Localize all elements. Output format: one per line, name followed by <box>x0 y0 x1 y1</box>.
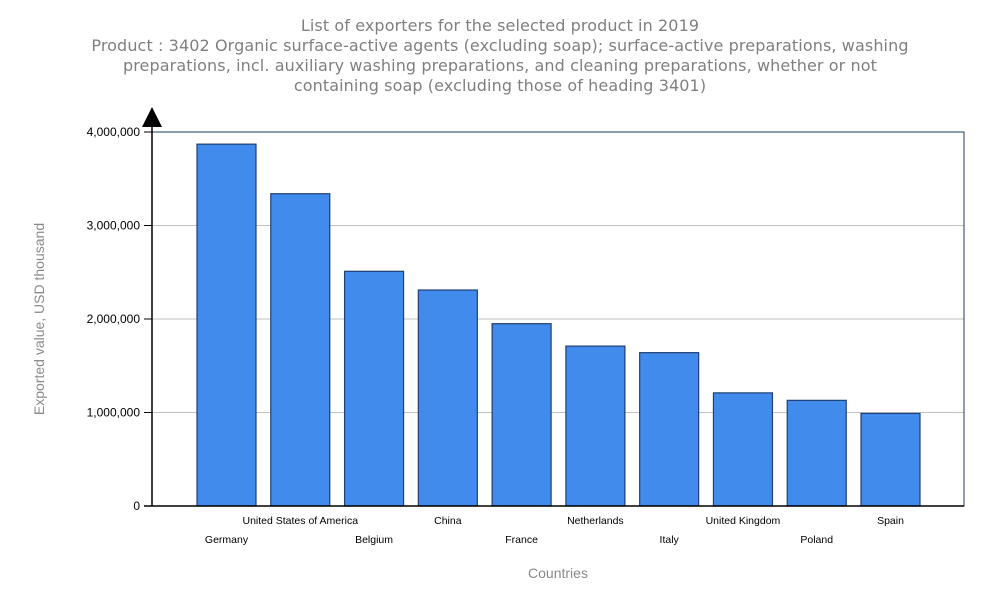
x-tick-label: United Kingdom <box>706 515 781 527</box>
bar-china[interactable] <box>417 289 478 507</box>
x-tick-label: China <box>434 515 462 527</box>
bar-united-states-of-america[interactable] <box>270 193 331 507</box>
bar-italy[interactable] <box>639 352 700 507</box>
y-ticks: 0 1,000,000 2,000,000 3,000,000 4,000,000 <box>87 125 152 513</box>
bar-germany[interactable] <box>196 143 257 507</box>
bar-united-kingdom[interactable] <box>712 392 774 507</box>
x-tick-label: Netherlands <box>567 515 624 527</box>
x-tick-label: France <box>505 534 538 546</box>
x-tick-label: Poland <box>800 534 833 546</box>
y-tick-label: 4,000,000 <box>87 125 141 139</box>
bar-netherlands[interactable] <box>565 345 626 507</box>
bar-belgium[interactable] <box>343 270 405 507</box>
y-tick-label: 1,000,000 <box>87 406 141 420</box>
bar-poland[interactable] <box>786 399 847 507</box>
x-axis-title: Countries <box>528 565 588 581</box>
x-tick-label: Spain <box>877 515 904 527</box>
chart-subtitle-line-2: preparations, incl. auxiliary washing pr… <box>122 56 878 75</box>
bar-spain[interactable] <box>860 412 921 507</box>
x-tick-label: Italy <box>660 534 680 546</box>
chart-title: List of exporters for the selected produ… <box>300 16 700 35</box>
y-tick-label: 3,000,000 <box>87 219 141 233</box>
y-axis-title: Exported value, USD thousand <box>31 223 47 415</box>
bar-france[interactable] <box>491 323 552 507</box>
x-tick-label: United States of America <box>242 515 358 527</box>
x-tick-label: Germany <box>205 534 249 546</box>
chart-subtitle-line-1: Product : 3402 Organic surface-active ag… <box>91 36 909 55</box>
chart-subtitle-line-3: containing soap (excluding those of head… <box>293 76 707 95</box>
x-tick-labels: Germany United States of America Belgium Ch… <box>205 515 904 546</box>
y-tick-label: 2,000,000 <box>87 312 141 326</box>
y-axis-arrow-icon <box>142 107 162 127</box>
y-tick-label: 0 <box>133 499 140 513</box>
bars <box>196 143 921 507</box>
chart-title-block: List of exporters for the selected produ… <box>50 16 950 96</box>
x-tick-label: Belgium <box>355 534 393 546</box>
